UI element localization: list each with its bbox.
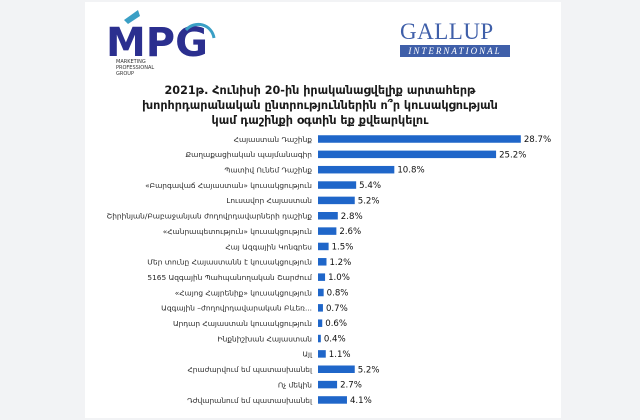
category-label: Քաղաքացիական պայմանագիր — [186, 150, 313, 159]
category-label: 5165 Ազգային Պահպանողական Շարժում — [147, 273, 312, 282]
gallup-subtitle: INTERNATIONAL — [400, 45, 510, 57]
value-label: 25.2% — [499, 150, 526, 160]
bar — [318, 135, 521, 143]
gallup-name: GALLUP — [400, 19, 494, 44]
value-label: 5.4% — [359, 181, 381, 191]
chart-title: 2021թ. Հունիսի 20-ին իրականացվելիք արտահ… — [100, 83, 540, 128]
bar — [318, 165, 395, 174]
value-label: 0.8% — [327, 289, 349, 299]
bar — [318, 150, 497, 159]
category-label: Լուսավոր Հայաստան — [226, 196, 312, 205]
chart-title-line-3: կամ դաշինքի օգտին եք քվեարկելու — [211, 114, 429, 127]
bar — [318, 181, 357, 189]
category-label: «Հանրապետություն» կուսակցություն — [163, 227, 313, 236]
bar — [318, 319, 323, 327]
chart-title-line-1: 2021թ. Հունիսի 20-ին իրականացվելիք արտահ… — [164, 84, 476, 97]
gallup-logo: GALLUP INTERNATIONAL — [400, 20, 510, 60]
mpg-check-icon — [124, 10, 140, 24]
bar — [318, 196, 355, 205]
category-label: Պատիվ Ունեմ Դաշինք — [224, 166, 312, 175]
bar — [318, 380, 338, 389]
slide-card — [85, 2, 561, 418]
value-label: 1.1% — [329, 350, 351, 360]
category-label: «Հայոց Հայրենիք» կուսակցություն — [175, 288, 313, 297]
category-label: Այլ — [302, 350, 313, 359]
category-label: Հրաժարվում եմ պատասխանել — [187, 365, 313, 374]
category-label: Ազգային –ժողովրդավարական Բևեռ... — [161, 304, 312, 313]
bar — [318, 258, 327, 266]
category-label: Շիրինյան/Բաբաջանյան ժողովրդավարների դաշի… — [107, 212, 313, 221]
mpg-logo-graphic: MPG MARKETING PROFESSIONAL GROUP — [106, 10, 216, 77]
bar — [318, 396, 347, 404]
category-label: Ոչ մեկին — [278, 380, 312, 389]
value-label: 2.7% — [340, 381, 362, 391]
bar — [318, 304, 323, 312]
value-label: 1.2% — [329, 258, 351, 268]
value-label: 4.1% — [350, 396, 372, 406]
headset-icon — [184, 22, 216, 39]
bar — [318, 350, 326, 358]
category-label: «Բարգավաճ Հայաստան» կուսակցություն — [145, 181, 312, 190]
category-label: Հայ Ազգային Կոնգրես — [225, 242, 312, 251]
value-label: 1.0% — [328, 273, 350, 283]
category-label: Մեր տունը Հայաստանն է կուսակցություն — [147, 258, 312, 267]
category-label: Հայաստան Դաշինք — [234, 135, 313, 144]
category-label: Դժվարանում եմ պատասխանել — [187, 396, 313, 405]
bar — [318, 227, 337, 235]
chart-title-line-2: խորհրդարանական ընտրություններին ո՞ր կուս… — [142, 99, 498, 112]
value-label: 1.5% — [332, 242, 354, 252]
category-label: Ինքնիշխան Հայաստան — [218, 334, 313, 343]
mpg-tagline-2: PROFESSIONAL — [116, 65, 154, 71]
value-label: 2.8% — [341, 212, 363, 222]
bar — [318, 334, 321, 343]
bar — [318, 212, 338, 220]
value-label: 0.6% — [325, 319, 347, 329]
mpg-logo: MPG MARKETING PROFESSIONAL GROUP — [104, 8, 216, 78]
bar — [318, 288, 324, 297]
value-label: 0.7% — [326, 304, 348, 314]
value-label: 2.6% — [339, 227, 361, 237]
mpg-logo-text: MPG — [106, 20, 208, 66]
bar — [318, 242, 329, 251]
mpg-tagline-1: MARKETING — [116, 59, 146, 65]
bar — [318, 365, 355, 373]
mpg-tagline-3: GROUP — [116, 71, 134, 77]
category-label: Արդար Հայաստան կուսակցություն — [173, 319, 312, 328]
value-label: 0.4% — [324, 335, 346, 345]
bar — [318, 273, 326, 281]
value-label: 28.7% — [524, 135, 551, 145]
value-label: 10.8% — [397, 166, 424, 176]
value-label: 5.2% — [358, 365, 380, 375]
value-label: 5.2% — [358, 196, 380, 206]
